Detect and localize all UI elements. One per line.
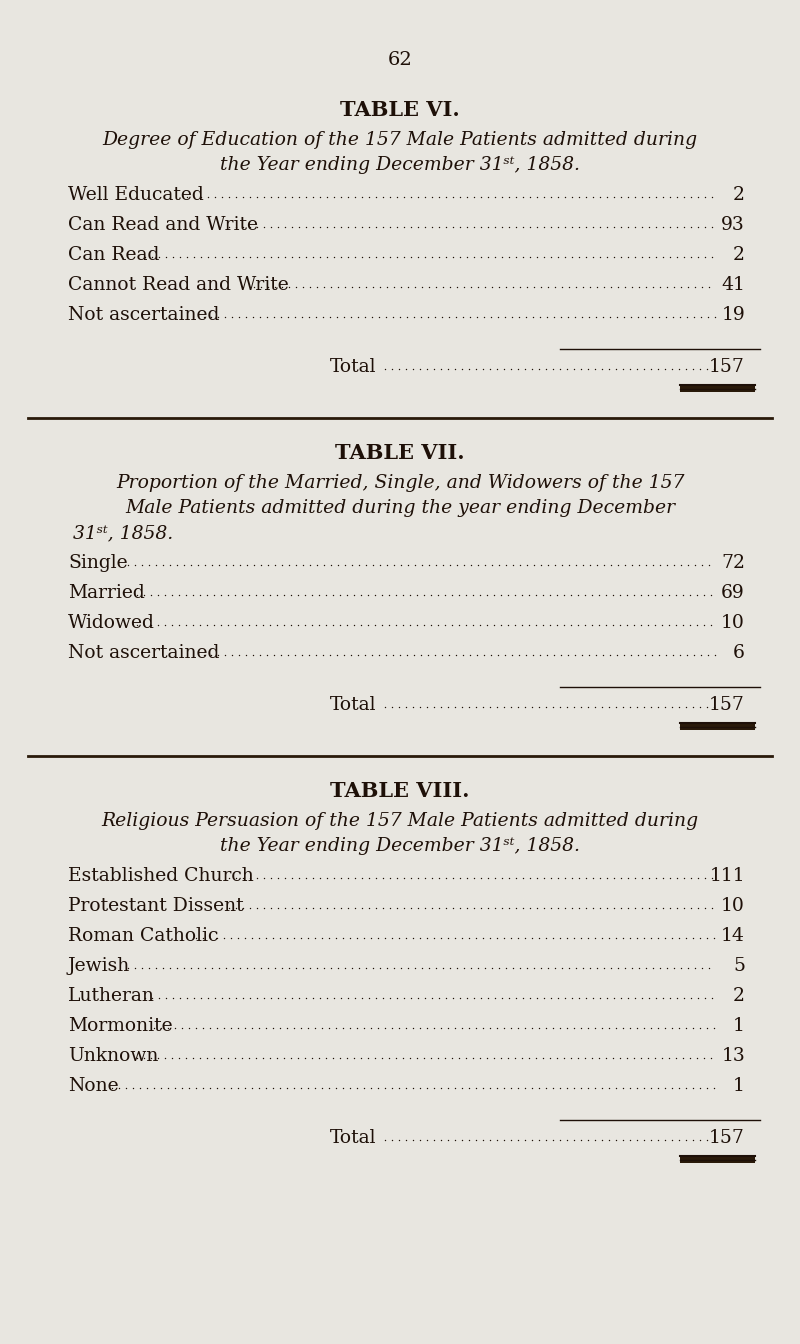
- Text: Mormonite: Mormonite: [68, 1017, 173, 1035]
- Text: 93: 93: [722, 216, 745, 234]
- Text: Total: Total: [330, 1129, 377, 1146]
- Text: the Year ending December 31ˢᵗ, 1858.: the Year ending December 31ˢᵗ, 1858.: [220, 156, 580, 173]
- Text: 10: 10: [721, 896, 745, 915]
- Text: 41: 41: [721, 276, 745, 294]
- Text: Established Church: Established Church: [68, 867, 254, 884]
- Text: Single: Single: [68, 554, 128, 573]
- Text: Total: Total: [330, 358, 377, 376]
- Text: 5: 5: [733, 957, 745, 974]
- Text: 2: 2: [733, 246, 745, 263]
- Text: None: None: [68, 1077, 118, 1095]
- Text: Lutheran: Lutheran: [68, 986, 155, 1005]
- Text: 31ˢᵗ, 1858.: 31ˢᵗ, 1858.: [73, 524, 174, 542]
- Text: Total: Total: [330, 696, 377, 714]
- Text: Cannot Read and Write: Cannot Read and Write: [68, 276, 289, 294]
- Text: Roman Catholic: Roman Catholic: [68, 927, 218, 945]
- FancyBboxPatch shape: [680, 384, 755, 392]
- Text: Widowed: Widowed: [68, 614, 155, 632]
- Text: 111: 111: [710, 867, 745, 884]
- Text: Not ascertained: Not ascertained: [68, 306, 219, 324]
- Text: Proportion of the Married, Single, and Widowers of the 157: Proportion of the Married, Single, and W…: [116, 474, 684, 492]
- Text: 157: 157: [709, 1129, 745, 1146]
- Text: 157: 157: [709, 358, 745, 376]
- Text: Male Patients admitted during the year ending December: Male Patients admitted during the year e…: [125, 499, 675, 517]
- Text: 157: 157: [709, 696, 745, 714]
- Text: 2: 2: [733, 986, 745, 1005]
- Text: 6: 6: [733, 644, 745, 663]
- Text: 19: 19: [722, 306, 745, 324]
- Text: the Year ending December 31ˢᵗ, 1858.: the Year ending December 31ˢᵗ, 1858.: [220, 837, 580, 855]
- Text: TABLE VIII.: TABLE VIII.: [330, 781, 470, 801]
- Text: Not ascertained: Not ascertained: [68, 644, 219, 663]
- Text: 69: 69: [722, 585, 745, 602]
- Text: Degree of Education of the 157 Male Patients admitted during: Degree of Education of the 157 Male Pati…: [102, 130, 698, 149]
- Text: Can Read: Can Read: [68, 246, 159, 263]
- Text: Can Read and Write: Can Read and Write: [68, 216, 258, 234]
- Text: 1: 1: [733, 1077, 745, 1095]
- Text: 10: 10: [721, 614, 745, 632]
- Text: 62: 62: [388, 51, 412, 69]
- Text: 14: 14: [721, 927, 745, 945]
- Text: Protestant Dissent: Protestant Dissent: [68, 896, 244, 915]
- Text: TABLE VII.: TABLE VII.: [335, 444, 465, 462]
- Text: Well Educated: Well Educated: [68, 185, 204, 204]
- Text: Married: Married: [68, 585, 145, 602]
- Text: 13: 13: [722, 1047, 745, 1064]
- Text: 1: 1: [733, 1017, 745, 1035]
- Text: TABLE VI.: TABLE VI.: [340, 99, 460, 120]
- Text: Jewish: Jewish: [68, 957, 130, 974]
- Text: 2: 2: [733, 185, 745, 204]
- FancyBboxPatch shape: [680, 723, 755, 730]
- Text: Religious Persuasion of the 157 Male Patients admitted during: Religious Persuasion of the 157 Male Pat…: [102, 812, 698, 831]
- Text: Unknown: Unknown: [68, 1047, 158, 1064]
- Text: 72: 72: [721, 554, 745, 573]
- FancyBboxPatch shape: [680, 1156, 755, 1163]
